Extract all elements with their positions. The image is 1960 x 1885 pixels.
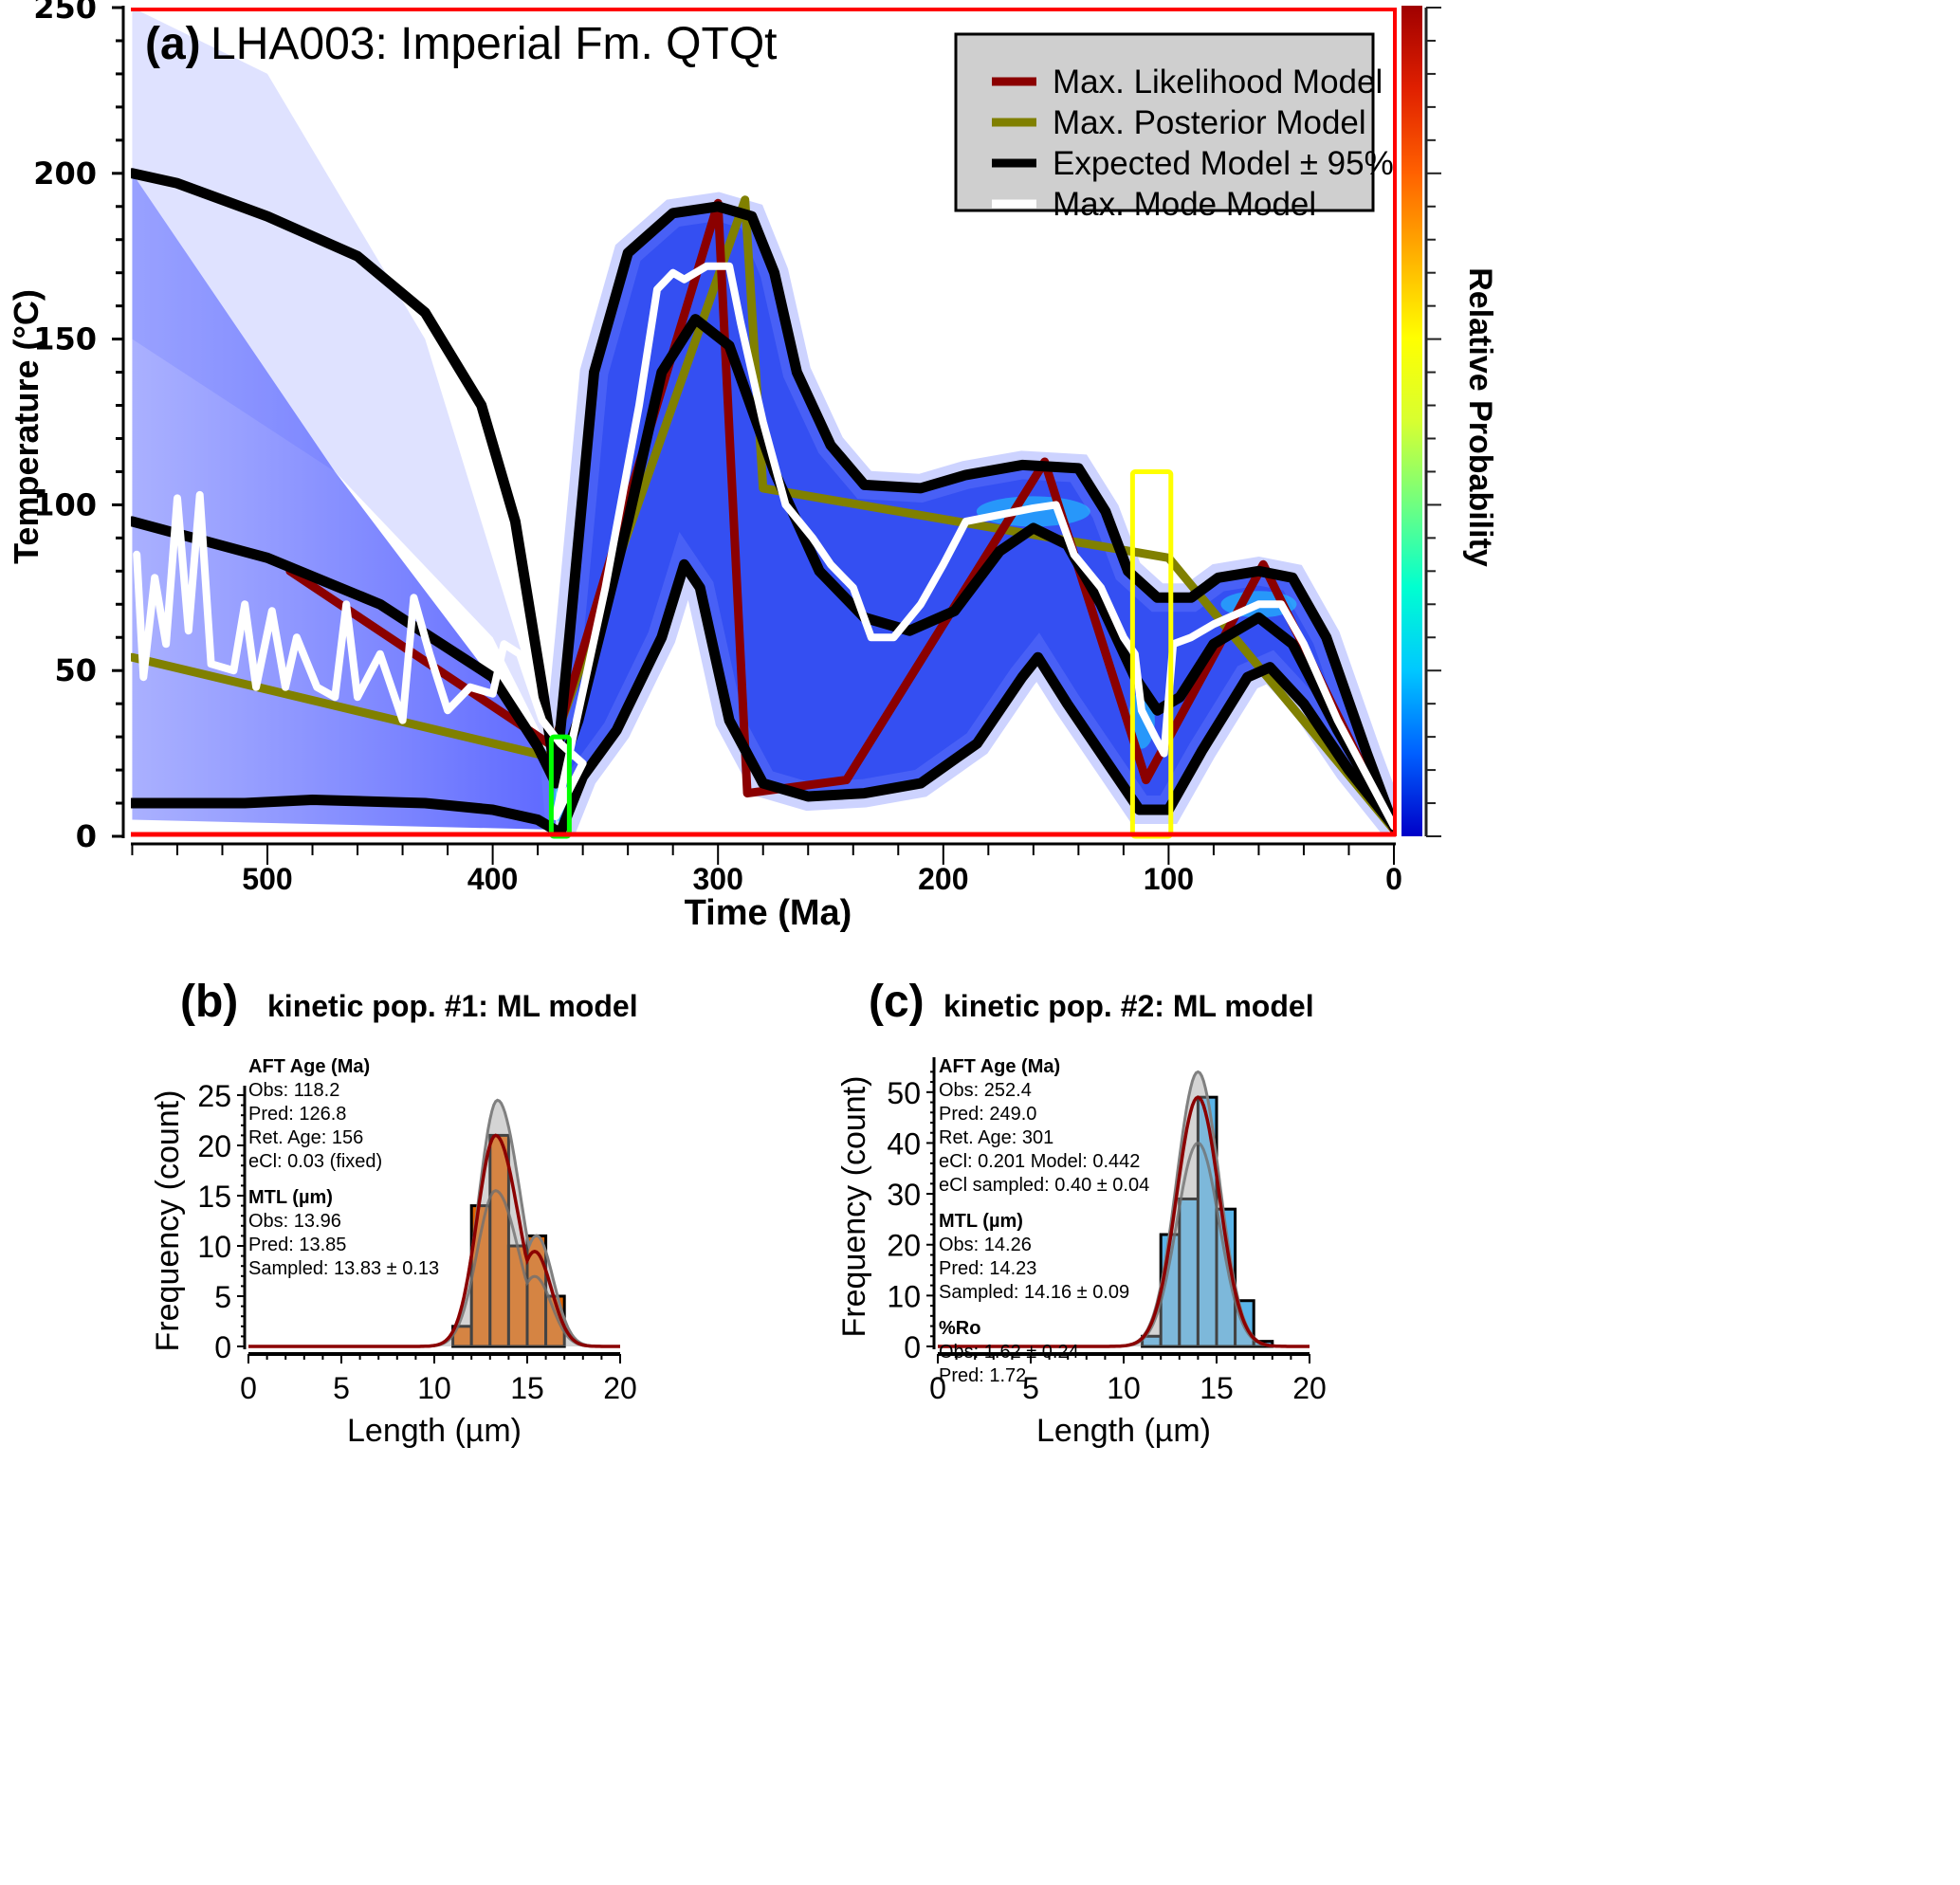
x-tick-label-a: 100	[1144, 862, 1194, 896]
colorbar	[1401, 6, 1422, 836]
y-tick-label-a: 50	[54, 652, 97, 688]
y-tick-label-a: 0	[76, 818, 97, 854]
y-tick-label: 50	[887, 1076, 921, 1110]
y-tick-label: 20	[887, 1229, 921, 1263]
heatmap-fan-region	[132, 8, 557, 764]
x-axis-label: Length (µm)	[1036, 1413, 1211, 1449]
stats-line: Ret. Age: 301	[939, 1127, 1053, 1148]
predicted-curve	[938, 1095, 1310, 1348]
x-tick-label: 0	[240, 1371, 257, 1405]
stats-heading: %Ro	[939, 1318, 980, 1339]
x-tick-label: 10	[1107, 1371, 1141, 1405]
x-tick-label: 5	[1022, 1371, 1039, 1405]
y-tick-label: 5	[214, 1280, 231, 1314]
y-tick-label-a: 150	[33, 321, 97, 357]
stats-line: Ret. Age: 156	[248, 1127, 363, 1148]
panel-a-tT-plot: 0 50 100 150 200 250 500 400 300 200 100 0 (a) LHA0…	[7, 0, 1498, 933]
predicted-curve	[248, 1133, 620, 1348]
series-max-posterior-model	[131, 195, 1394, 834]
x-tick-label-a: 0	[1385, 862, 1402, 896]
stats-line: eCl sampled: 0.40 ± 0.04	[939, 1175, 1149, 1196]
x-tick-label: 15	[1200, 1371, 1234, 1405]
stats-heading: AFT Age (Ma)	[248, 1056, 370, 1077]
y-tick-label: 15	[197, 1180, 231, 1214]
y-tick-label-a: 250	[33, 0, 97, 26]
stats-line: Pred: 249.0	[939, 1104, 1036, 1125]
stats-line: Pred: 13.85	[248, 1235, 346, 1255]
x-tick-label-a: 300	[693, 862, 743, 896]
panel-b-title: kinetic pop. #1: ML model	[267, 989, 638, 1023]
y-tick-label: 20	[197, 1129, 231, 1163]
stats-line: Sampled: 14.16 ± 0.09	[939, 1282, 1129, 1303]
x-tick-label-a: 400	[467, 862, 518, 896]
y-tick-label: 30	[887, 1178, 921, 1212]
legend-label: Expected Model ± 95%	[1053, 145, 1394, 182]
stats-line: Obs: 252.4	[939, 1080, 1032, 1101]
y-axis-label: Frequency (count)	[836, 1076, 872, 1338]
x-tick-label-a: 500	[242, 862, 292, 896]
x-axis-label: Length (µm)	[347, 1413, 522, 1449]
y-tick-label-a: 100	[33, 486, 97, 522]
x-axis-label-a: Time (Ma)	[685, 893, 852, 933]
legend-label: Max. Likelihood Model	[1053, 64, 1383, 101]
x-tick-label: 10	[417, 1371, 451, 1405]
panel-c-title: kinetic pop. #2: ML model	[943, 989, 1314, 1023]
y-tick-label: 0	[904, 1330, 921, 1364]
x-tick-label-a: 200	[918, 862, 968, 896]
stats-line: Pred: 14.23	[939, 1258, 1036, 1279]
plot-frame	[131, 8, 1397, 837]
y-tick-label-a: 200	[33, 156, 97, 192]
colorbar-ticks	[1424, 7, 1441, 837]
series-max-mode-model	[133, 262, 1394, 831]
stats-line: Obs: 1.62 ± 0.24	[939, 1342, 1079, 1363]
legend-label: Max. Mode Model	[1053, 186, 1316, 223]
panel-b-histogram: (b) kinetic pop. #1: ML model 0 5 10 15 20 0 5…	[150, 977, 638, 1449]
series-expected-model	[131, 314, 1394, 832]
panel-c-histogram: (c) kinetic pop. #2: ML model 0 5 10 15 20 0 1…	[836, 977, 1327, 1449]
stats-line: Sampled: 13.83 ± 0.13	[248, 1258, 439, 1279]
series-expected-model-95	[131, 558, 1394, 836]
y-tick-label: 0	[214, 1330, 231, 1364]
stats-heading: MTL (µm)	[248, 1187, 333, 1208]
x-tick-label: 20	[603, 1371, 637, 1405]
histogram-bar	[488, 1133, 510, 1348]
y-tick-label: 10	[197, 1230, 231, 1264]
stats-line: Obs: 118.2	[248, 1080, 339, 1101]
stats-line: Obs: 13.96	[248, 1211, 341, 1232]
y-tick-label: 10	[887, 1279, 921, 1313]
histogram-bar	[1215, 1207, 1237, 1348]
y-axis-label: Frequency (count)	[150, 1090, 186, 1352]
panel-a-title: LHA003: Imperial Fm. QTQt	[211, 19, 778, 69]
x-tick-label: 15	[510, 1371, 544, 1405]
panel-b-label: (b)	[180, 977, 238, 1027]
colorbar-label: Relative Probability	[1462, 267, 1498, 567]
axes-a: 0 50 100 150 200 250 500 400 300 200 100 0	[33, 0, 1402, 896]
stats-line: Pred: 1.72	[939, 1365, 1026, 1386]
stats-line: Obs: 14.26	[939, 1235, 1032, 1255]
legend-label: Max. Posterior Model	[1053, 104, 1366, 141]
y-tick-label: 25	[197, 1079, 231, 1113]
x-tick-label: 5	[333, 1371, 350, 1405]
stats-heading: MTL (µm)	[939, 1211, 1023, 1232]
model-paths	[131, 168, 1394, 836]
stats-line: eCl: 0.201 Model: 0.442	[939, 1151, 1140, 1172]
x-tick-label: 20	[1292, 1371, 1327, 1405]
panel-a-label: (a)	[145, 19, 201, 69]
series-expected-model-95	[131, 168, 1394, 832]
envelope-overlay	[938, 1071, 1310, 1346]
stats-heading: AFT Age (Ma)	[939, 1056, 1060, 1077]
x-tick-label: 0	[929, 1371, 946, 1405]
y-axis-label-a: Temperature (°C)	[7, 289, 46, 564]
stats-line: Pred: 126.8	[248, 1104, 346, 1125]
stats-line: eCl: 0.03 (fixed)	[248, 1151, 382, 1172]
panel-c-label: (c)	[869, 977, 925, 1027]
y-tick-label: 40	[887, 1126, 921, 1161]
